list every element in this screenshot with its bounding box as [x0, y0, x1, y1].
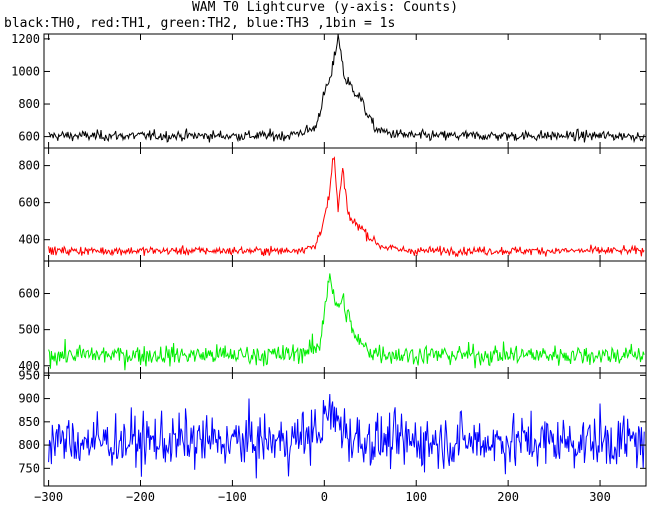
chart-subtitle-legend: black:TH0, red:TH1, green:TH2, blue:TH3 …: [4, 16, 396, 31]
panel-frame: [43, 372, 647, 487]
x-tick-label: 0: [321, 490, 328, 504]
x-tick-label: 200: [497, 490, 519, 504]
y-tick-label: 900: [18, 392, 40, 406]
y-tick-label: 500: [18, 323, 40, 337]
panel-th2: 400 500 600: [18, 260, 647, 374]
y-tick-label: 600: [18, 287, 40, 301]
x-tick-label: −200: [126, 490, 155, 504]
series-line-th3: [48, 393, 645, 479]
x-tick-label: −300: [34, 490, 63, 504]
series-line-th1: [48, 156, 645, 258]
y-tick-label: 400: [18, 233, 40, 247]
y-tick-label: 750: [18, 461, 40, 475]
y-tick-label: 600: [18, 130, 40, 144]
y-tick-label: 1200: [11, 32, 40, 46]
y-tick-label: 800: [18, 97, 40, 111]
x-tick-label: 100: [405, 490, 427, 504]
x-tick-label: 300: [589, 490, 611, 504]
y-tick-label: 800: [18, 438, 40, 452]
y-tick-label: 950: [18, 368, 40, 382]
series-line-th0: [48, 34, 645, 144]
panel-th0: 600 800 1000 1200: [11, 32, 647, 149]
panel-frame: [43, 147, 647, 262]
x-tick-label: −100: [218, 490, 247, 504]
y-tick-label: 850: [18, 415, 40, 429]
y-tick-label: 600: [18, 196, 40, 210]
chart-title: WAM T0 Lightcurve (y-axis: Counts): [191, 0, 459, 15]
series-line-th2: [48, 273, 645, 371]
y-tick-label: 800: [18, 159, 40, 173]
panel-frame: [43, 33, 647, 149]
y-tick-label: 1000: [11, 64, 40, 78]
panel-th1: 400 600 800: [18, 147, 647, 262]
y-tick-label: 400: [18, 359, 40, 373]
panel-th3: 750 800 850 900 950: [18, 368, 647, 487]
